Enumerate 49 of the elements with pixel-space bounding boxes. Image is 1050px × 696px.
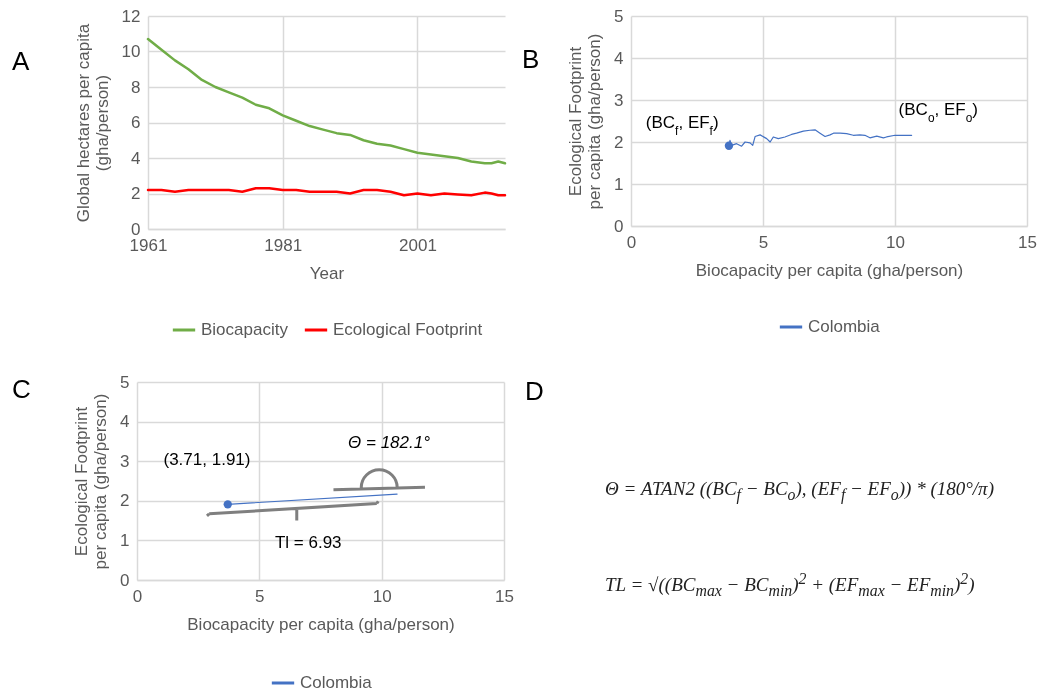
line-series (146, 37, 507, 165)
y-axis-title: Global hectares per capita (gha/person) (73, 23, 112, 223)
y-tick-label: 0 (614, 216, 624, 236)
y-tick-label: 3 (614, 90, 624, 110)
y-tick-label: 2 (614, 132, 624, 152)
x-tick-label: 2001 (399, 235, 437, 255)
y-axis-title: Ecological Footprint per capita (gha/person) (566, 33, 605, 210)
x-axis-title: Biocapacity per capita (gha/person) (695, 260, 964, 280)
x-axis-title: Biocapacity per capita (gha/person) (187, 614, 455, 634)
legend-label: Biocapacity (201, 320, 289, 339)
line-series (146, 186, 507, 197)
x-tick-label: 5 (758, 232, 769, 252)
legend-label: Colombia (808, 317, 881, 336)
x-tick-label: 15 (1018, 232, 1037, 252)
annotation: (BC$_{f}$, EF$_{f}$) (645, 113, 719, 139)
y-tick-label: 1 (120, 530, 130, 550)
y-tick-label: 4 (614, 48, 624, 68)
y-tick-label: 5 (120, 372, 130, 392)
y-tick-label: 4 (131, 148, 141, 168)
y-tick-label: 2 (131, 184, 141, 203)
text: D (525, 376, 544, 406)
chart-title: C (12, 374, 31, 404)
text: A (12, 46, 30, 76)
annotation: Θ = 182.1° (348, 433, 431, 453)
legend-label: Ecological Footprint (333, 320, 483, 339)
y-tick-label: 10 (121, 42, 141, 61)
y-tick-label: 0 (120, 570, 130, 590)
y-tick-label: 1 (614, 174, 624, 194)
x-tick-label: 5 (255, 586, 265, 606)
x-tick-label: 15 (495, 586, 514, 606)
text: Θ = ATAN2 ((BC$_{f}$ − BC$_{o}$), (EF$_{f}$ − EF$_{o}$)) * (180°/π) (605, 478, 994, 503)
y-tick-label: 5 (614, 6, 624, 26)
legend-label: Colombia (300, 673, 373, 692)
text: B (522, 44, 540, 74)
x-axis-title: Year (309, 263, 345, 283)
y-tick-label: 12 (121, 6, 141, 26)
y-axis-title: Ecological Footprint per capita (gha/person) (72, 393, 111, 570)
y-tick-label: 4 (120, 412, 130, 432)
annotation: (3.71, 1.91) (163, 450, 251, 470)
y-tick-label: 2 (120, 491, 130, 511)
annotation: (BC$_{o}$, EF$_{o}$) (898, 100, 978, 126)
y-tick-label: 8 (131, 77, 141, 97)
x-tick-label: 10 (372, 586, 392, 606)
y-tick-label: 6 (131, 113, 141, 132)
text: TL = √((BC$_{max}$ − BC$_{min}$)$^{2}$ + (EF$_{max}$ − EF$_{min}$)$^{2}$) (605, 570, 975, 600)
x-tick-label: 1981 (264, 235, 303, 255)
x-tick-label: 10 (886, 232, 905, 252)
annotation: Tl = 6.93 (274, 533, 342, 553)
y-tick-label: 3 (120, 451, 130, 471)
